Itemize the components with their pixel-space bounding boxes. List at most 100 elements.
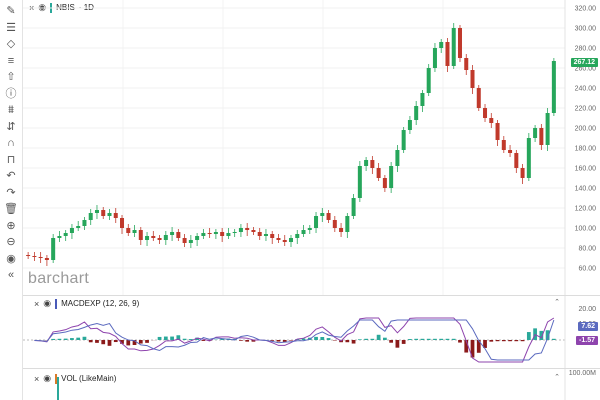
undo-icon[interactable]: ↶ [6,170,16,182]
candle-body [276,238,281,240]
y-tick-label: 260.00 [575,66,597,73]
candle-body [320,213,325,216]
candle-body [445,42,450,66]
macd-histogram-bar [289,340,293,341]
collapse-icon[interactable]: « [7,269,15,281]
lines-icon[interactable]: ☰ [6,21,16,34]
candle-body [145,236,150,240]
candle-body [301,230,306,234]
macd-title[interactable]: MACDEXP (12, 26, 9) [61,299,140,308]
macd-histogram-bar [282,340,287,342]
candle-body [220,232,225,236]
candle-body [432,48,437,68]
zoom-out-icon[interactable]: ⊖ [6,236,16,248]
macd-histogram-bar [314,336,318,340]
y-tick-label: 200.00 [575,126,597,133]
volume-title[interactable]: VOL (LikeMain) [61,374,117,383]
zoom-in-icon[interactable]: ⊕ [6,219,16,232]
candle-body [339,228,344,232]
macd-histogram-bar [508,340,512,342]
macd-histogram-bar [76,337,81,340]
candle-body [414,106,419,120]
candle-body [288,238,294,242]
candle-body [138,230,143,240]
candle-body [69,228,74,233]
candle-body [151,236,156,238]
macd-histogram-bar [145,340,149,343]
collapse-icon[interactable]: ⌃ [554,299,560,306]
candle-body [170,232,175,235]
redo-icon[interactable]: ↷ [6,186,16,199]
macd-histogram-bar [389,340,394,343]
arrow-up-icon[interactable]: ⇧ [6,71,16,83]
macd-histogram-bar [383,337,387,340]
macd-histogram-bar [163,336,168,340]
y-tick-label: 220.00 [575,106,597,113]
macd-histogram-bar [301,338,306,340]
pencil-icon[interactable]: ✎ [6,5,16,17]
eye-icon[interactable]: ◉ [38,2,47,12]
macd-histogram-bar [107,340,112,346]
pane-divider[interactable] [23,295,600,296]
volume-chart[interactable] [23,369,600,400]
candle-body [495,123,500,140]
list-icon[interactable]: ≡ [7,54,15,67]
diamond-icon[interactable]: ◇ [6,38,16,50]
filter-icon[interactable]: ⩩ [8,104,14,116]
candle-body [382,178,387,188]
macd-histogram-bar [182,338,187,340]
candle-body [32,256,37,257]
macd-histogram-bar [320,337,325,340]
macd-histogram-bar [420,338,425,340]
candle-body [476,88,481,108]
candle-body [57,236,62,238]
macd-histogram-bar [95,340,99,343]
candle-body [508,150,513,153]
eye-icon[interactable]: ◉ [43,298,52,308]
macd-histogram-bar [239,340,243,341]
candle-body [282,240,287,242]
candle-body [88,213,93,220]
align-icon[interactable]: ⇵ [6,120,16,133]
lock-icon[interactable]: ⊓ [6,153,16,166]
macd-histogram-bar [470,340,475,358]
candle-body [126,228,131,233]
macd-histogram-bar [138,340,143,344]
macd-histogram-bar [157,336,162,340]
candle-body [195,236,200,240]
close-icon[interactable]: × [34,373,40,384]
macd-histogram-bar [483,340,487,348]
candle-body [113,213,118,218]
magnet-icon[interactable]: ∩ [7,137,15,149]
candle-body [439,42,444,48]
y-tick-label: 240.00 [575,86,597,93]
y-tick-label: 320.00 [575,6,597,13]
candle-body [232,232,237,233]
candle-body [395,150,400,166]
macd-histogram-bar [464,340,469,353]
candle-body [26,255,31,256]
macd-histogram-bar [414,338,419,340]
candle-body [44,258,49,260]
signal-tag: -1.57 [576,336,598,345]
collapse-icon[interactable]: ⌃ [554,374,560,381]
candle-body [63,233,68,236]
macd-histogram-bar [101,340,106,345]
info-icon[interactable]: ⓘ [5,87,17,100]
pane-divider[interactable] [23,368,600,369]
eye-icon[interactable]: ◉ [6,252,16,265]
macd-histogram-bar [176,335,181,340]
y-tick-label: 300.00 [575,26,597,33]
price-chart[interactable]: 320.00 300.00 280.00 260.00 240.00 220.00 200.… [23,0,600,295]
y-tick-label: 80.00 [578,246,596,253]
close-icon[interactable]: × [34,298,40,309]
eye-icon[interactable]: ◉ [43,373,52,383]
macd-histogram-bar [351,340,356,344]
volume-color-icon [55,373,58,384]
macd-histogram-bar [120,340,124,344]
macd-histogram-bar [345,340,350,343]
macd-histogram-bar [63,338,68,340]
y-tick-label: 180.00 [575,146,597,153]
trash-icon[interactable]: 🗑 [4,203,18,215]
